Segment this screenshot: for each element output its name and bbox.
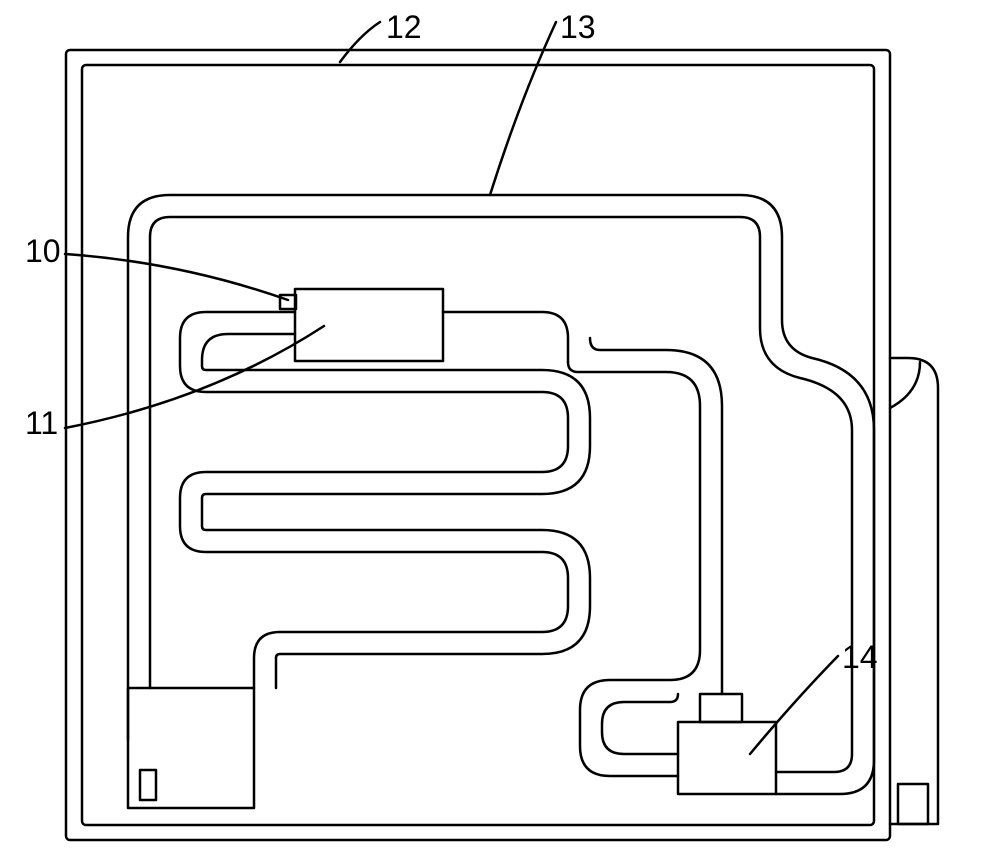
leader-13 (490, 22, 556, 195)
label-12: 12 (386, 9, 422, 45)
component-14 (678, 722, 776, 794)
technical-diagram: 12 13 10 11 14 (0, 0, 1000, 853)
leader-10 (65, 254, 288, 300)
bottom-left-component (128, 688, 254, 808)
component-14-top-tab (700, 694, 742, 722)
label-10: 10 (25, 233, 61, 269)
right-module (890, 358, 938, 824)
pipe-bottom-connection-inner (590, 338, 722, 754)
inner-frame (82, 65, 874, 825)
right-small-box (898, 784, 928, 824)
leader-14 (750, 656, 838, 754)
serpentine-pipe-outer (180, 312, 590, 688)
label-11: 11 (25, 405, 58, 441)
label-14: 14 (842, 639, 878, 675)
pipe-bottom-connection-outer (568, 362, 700, 776)
right-module-curve (890, 362, 920, 408)
leader-12 (340, 22, 380, 62)
bottom-left-tab (140, 770, 156, 800)
label-13: 13 (560, 9, 596, 45)
component-11 (295, 289, 443, 361)
leader-11 (65, 326, 324, 428)
